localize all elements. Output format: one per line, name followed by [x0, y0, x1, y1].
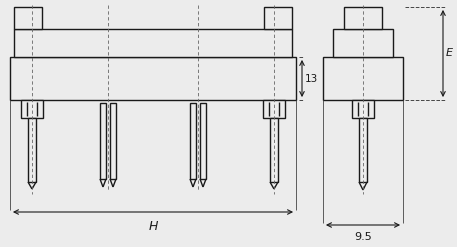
Bar — [323, 57, 403, 100]
Text: 9.5: 9.5 — [354, 232, 372, 242]
Bar — [10, 57, 296, 100]
Bar — [110, 103, 116, 179]
Bar — [344, 7, 382, 29]
Text: 13: 13 — [305, 74, 318, 83]
Bar — [352, 100, 374, 118]
Text: E: E — [446, 48, 453, 59]
Bar — [200, 103, 206, 179]
Bar — [28, 118, 36, 182]
Bar — [333, 29, 393, 57]
Bar — [100, 103, 106, 179]
Bar — [14, 29, 292, 57]
Bar — [21, 100, 43, 118]
Bar — [359, 118, 367, 182]
Text: H: H — [149, 220, 158, 233]
Bar — [270, 118, 278, 182]
Bar — [264, 7, 292, 29]
Bar — [263, 100, 285, 118]
Bar — [14, 7, 42, 29]
Bar — [190, 103, 196, 179]
